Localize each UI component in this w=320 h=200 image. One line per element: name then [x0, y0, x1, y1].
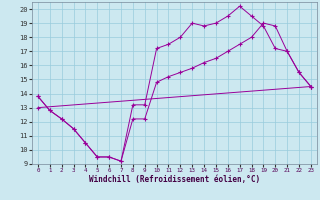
X-axis label: Windchill (Refroidissement éolien,°C): Windchill (Refroidissement éolien,°C) — [89, 175, 260, 184]
